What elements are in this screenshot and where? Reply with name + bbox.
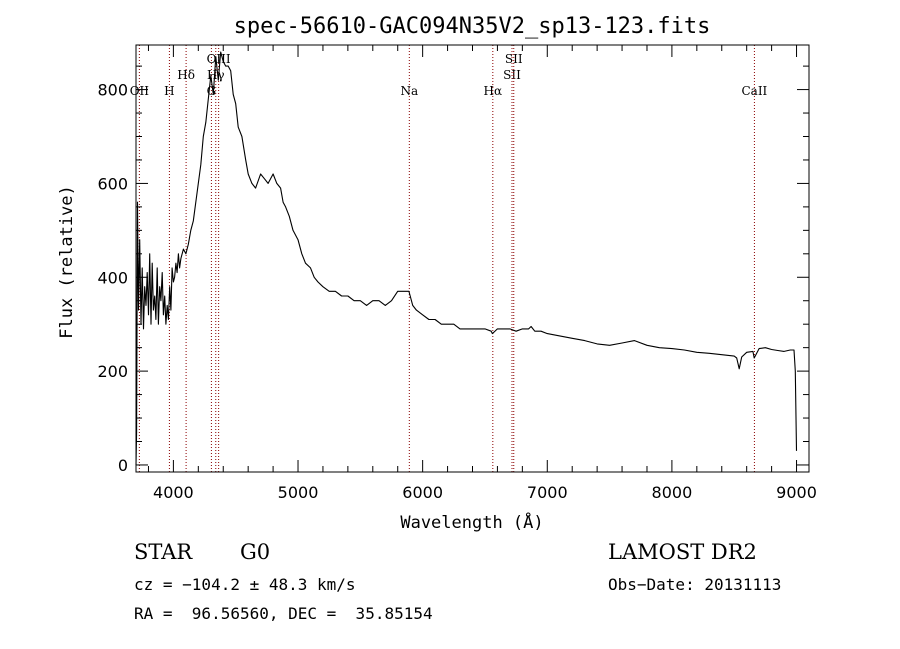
observation-date: Obs−Date: 20131113 bbox=[608, 575, 782, 594]
spectrum-series bbox=[135, 51, 798, 466]
line-label: SII bbox=[505, 52, 523, 66]
ra-dec-coordinates: RA = 96.56560, DEC = 35.85154 bbox=[134, 604, 433, 623]
x-axis-label: Wavelength (Å) bbox=[400, 511, 543, 533]
line-label: Hα bbox=[484, 84, 503, 98]
y-tick-label: 400 bbox=[97, 268, 128, 287]
x-tick-label: 9000 bbox=[776, 483, 817, 502]
y-tick-label: 0 bbox=[118, 456, 128, 475]
line-label: G bbox=[207, 84, 217, 98]
line-label: OII bbox=[130, 84, 150, 98]
x-tick-label: 8000 bbox=[652, 483, 693, 502]
survey-name: LAMOST DR2 bbox=[608, 540, 757, 564]
line-label: CaII bbox=[741, 84, 767, 98]
plot-frame bbox=[135, 44, 810, 473]
object-subclass: G0 bbox=[240, 540, 271, 564]
x-tick-label: 4000 bbox=[153, 483, 194, 502]
line-label: Hδ bbox=[177, 68, 195, 82]
redshift-velocity: cz = −104.2 ± 48.3 km/s bbox=[134, 575, 356, 594]
x-tick-label: 5000 bbox=[278, 483, 319, 502]
chart-title: spec-56610-GAC094N35V2_sp13-123.fits bbox=[234, 14, 711, 39]
y-tick-label: 800 bbox=[97, 81, 128, 100]
x-tick-label: 7000 bbox=[527, 483, 568, 502]
object-class: STAR bbox=[134, 540, 193, 564]
line-label: OIII bbox=[207, 52, 231, 66]
line-label: SII bbox=[503, 68, 521, 82]
x-tick-label: 6000 bbox=[402, 483, 443, 502]
line-label: Na bbox=[400, 84, 418, 98]
y-axis-label: Flux (relative) bbox=[57, 185, 77, 339]
y-tick-label: 200 bbox=[97, 362, 128, 381]
line-label: Hγ bbox=[207, 68, 225, 82]
y-tick-label: 600 bbox=[97, 174, 128, 193]
line-label: H bbox=[164, 84, 174, 98]
